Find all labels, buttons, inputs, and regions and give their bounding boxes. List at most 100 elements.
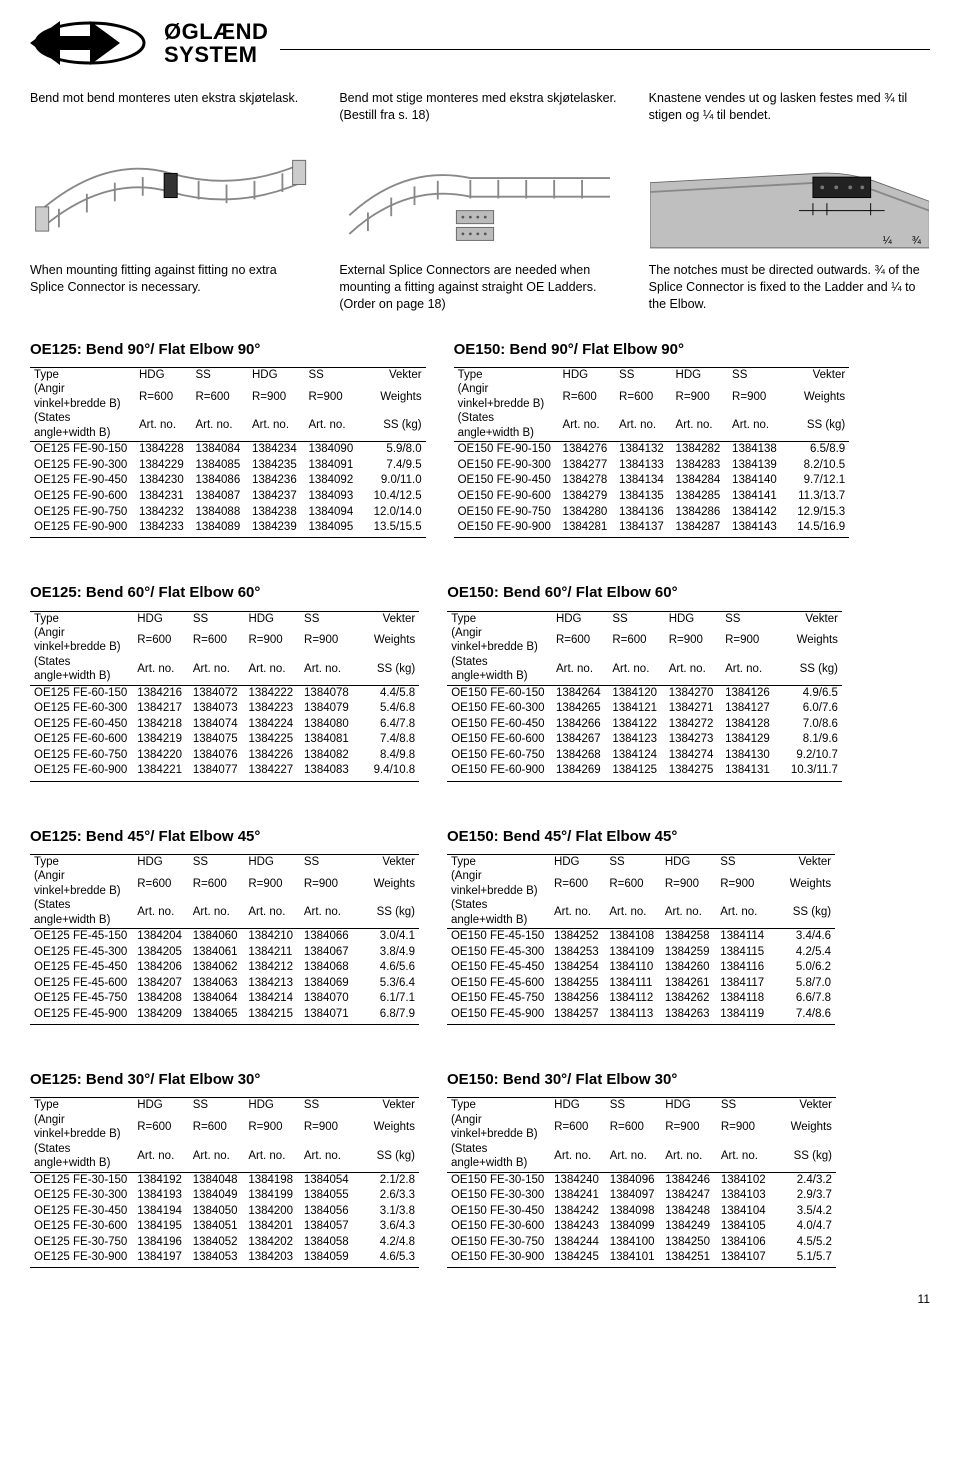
table-cell: 3.4/4.6 [772, 929, 835, 945]
table-cell: 1384067 [300, 945, 356, 961]
table-cell: 1384231 [135, 489, 192, 505]
table-cell: 1384230 [135, 473, 192, 489]
table-cell: 1384130 [721, 748, 777, 764]
table-cell: 1384206 [133, 960, 189, 976]
th-sskg: SS (kg) [355, 898, 419, 927]
table-cell: 2.9/3.7 [772, 1188, 836, 1204]
table-cell: 7.0/8.6 [777, 717, 842, 733]
table-cell: 1384281 [559, 520, 616, 536]
table-cell: OE150 FE-90-900 [454, 520, 559, 536]
th-weights: Weights [355, 1113, 419, 1142]
table-cell: 1384240 [550, 1172, 606, 1188]
table-cell: 1384094 [304, 505, 361, 521]
th-weights: Weights [361, 382, 426, 411]
header-rule [280, 49, 930, 50]
table-cell: 1384213 [244, 976, 300, 992]
th-sskg: SS (kg) [777, 655, 842, 684]
table-cell: 1384193 [133, 1188, 189, 1204]
th-sskg: SS (kg) [355, 1142, 419, 1171]
table-cell: 1384078 [300, 685, 356, 701]
table-row: OE125 FE-45-9001384209138406513842151384… [30, 1007, 419, 1023]
table-cell: 5.0/6.2 [772, 960, 835, 976]
th-artno: Art. no. [550, 898, 605, 927]
table-cell: OE150 FE-30-600 [447, 1219, 550, 1235]
table-cell: 1384076 [189, 748, 245, 764]
table-cell: 1384199 [244, 1188, 300, 1204]
th-hdg: HDG [133, 1098, 189, 1113]
table-cell: 1384115 [716, 945, 771, 961]
table-cell: 1384210 [244, 929, 300, 945]
table-cell: 1384235 [248, 458, 305, 474]
th-states: (States angle+width B) [30, 655, 133, 684]
table-cell: 1384253 [550, 945, 605, 961]
table-cell: OE125 FE-90-900 [30, 520, 135, 536]
table-cell: 1384136 [615, 505, 672, 521]
th-vekter: Vekter [356, 611, 420, 626]
table-cell: 1384090 [304, 442, 361, 458]
th-r600: R=600 [550, 1113, 606, 1142]
table-row: OE125 FE-90-1501384228138408413842341384… [30, 442, 426, 458]
table-cell: 9.7/12.1 [785, 473, 850, 489]
th-r900: R=900 [728, 382, 785, 411]
table-cell: 1384260 [661, 960, 716, 976]
th-vekter: Vekter [772, 1098, 836, 1113]
data-table: TypeHDGSSHDGSSVekter(Angir vinkel+bredde… [447, 1096, 836, 1268]
table-cell: 1384107 [717, 1250, 773, 1266]
table-cell: 1384112 [605, 991, 660, 1007]
table-cell: 1384122 [608, 717, 664, 733]
table-cell: 1384287 [672, 520, 729, 536]
table-cell: 1384120 [608, 685, 664, 701]
table-cell: 1384273 [665, 732, 721, 748]
table-cell: 1384201 [244, 1219, 300, 1235]
table-cell: 1384075 [189, 732, 245, 748]
table-cell: 1384265 [552, 701, 608, 717]
th-ss: SS [189, 855, 245, 870]
table-cell: 3.6/4.3 [355, 1219, 419, 1235]
table-cell: 1384065 [189, 1007, 245, 1023]
th-angir: (Angir vinkel+bredde B) [30, 382, 135, 411]
table-cell: 1384256 [550, 991, 605, 1007]
table-cell: 5.4/6.8 [356, 701, 420, 717]
brand-name: ØGLÆND SYSTEM [164, 20, 268, 66]
table-cell: 1384270 [665, 685, 721, 701]
table-cell: 1384049 [189, 1188, 245, 1204]
table-cell: 1384276 [559, 442, 616, 458]
table-pair-row: OE125: Bend 45°/ Flat Elbow 45°TypeHDGSS… [30, 828, 930, 1025]
table-row: OE150 FE-60-7501384268138412413842741384… [447, 748, 842, 764]
th-type: Type [454, 368, 559, 383]
table-cell: 4.5/5.2 [772, 1235, 836, 1251]
th-r600: R=600 [133, 626, 189, 655]
table-cell: 3.0/4.1 [355, 929, 419, 945]
table-cell: 1384269 [552, 763, 608, 779]
table-cell: 12.0/14.0 [361, 505, 426, 521]
table-cell: 1384137 [615, 520, 672, 536]
data-table: TypeHDGSSHDGSSVekter(Angir vinkel+bredde… [30, 366, 426, 538]
table-cell: 13.5/15.5 [361, 520, 426, 536]
table-cell: OE125 FE-60-150 [30, 685, 133, 701]
table-cell: 6.1/7.1 [355, 991, 419, 1007]
table-cell: 1384052 [189, 1235, 245, 1251]
table-cell: 1384089 [191, 520, 248, 536]
table-cell: 1384263 [661, 1007, 716, 1023]
th-r900: R=900 [716, 869, 771, 898]
table-cell: 8.2/10.5 [785, 458, 850, 474]
table-cell: 1384200 [244, 1204, 300, 1220]
th-r900: R=900 [665, 626, 721, 655]
table-cell: 1384226 [244, 748, 300, 764]
th-type: Type [447, 855, 550, 870]
table-cell: OE150 FE-45-600 [447, 976, 550, 992]
table-row: OE150 FE-90-7501384280138413613842861384… [454, 505, 850, 521]
brand-top: ØGLÆND [164, 20, 268, 43]
table-cell: 1384101 [606, 1250, 662, 1266]
table-cell: 1384215 [244, 1007, 300, 1023]
table-cell: OE125 FE-30-750 [30, 1235, 133, 1251]
table-cell: 1384203 [244, 1250, 300, 1266]
table-cell: 1384128 [721, 717, 777, 733]
table-cell: OE125 FE-60-750 [30, 748, 133, 764]
table-cell: OE150 FE-60-300 [447, 701, 552, 717]
page-number: 11 [30, 1292, 930, 1306]
th-artno: Art. no. [559, 411, 616, 440]
table-cell: 2.6/3.3 [355, 1188, 419, 1204]
th-ss: SS [300, 1098, 356, 1113]
logo-icon [30, 21, 150, 65]
